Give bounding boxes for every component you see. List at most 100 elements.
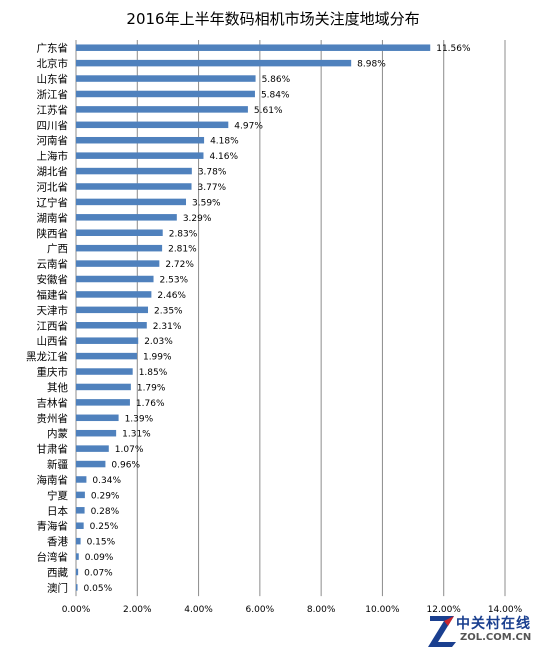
bar — [76, 291, 152, 298]
bar — [76, 522, 84, 529]
bar — [76, 275, 154, 283]
data-label: 2.46% — [157, 291, 186, 301]
bar — [76, 399, 130, 406]
bar — [76, 537, 81, 545]
bar — [76, 445, 109, 452]
data-label: 0.25% — [90, 522, 119, 532]
bar — [76, 383, 131, 391]
category-label: 澳门 — [47, 581, 68, 594]
bar — [76, 337, 139, 344]
data-labels: 11.56% 8.98% 5.86% 5.84% 5.61% 4.97% 4.18% 4.16… — [84, 44, 471, 594]
bar — [76, 59, 352, 67]
data-label: 1.79% — [137, 383, 166, 393]
data-label: 1.85% — [139, 368, 168, 378]
category-label: 陕西省 — [37, 227, 69, 240]
category-label: 西藏 — [47, 567, 68, 579]
category-label: 北京市 — [37, 57, 69, 70]
bar-series — [76, 44, 431, 591]
category-label: 湖北省 — [37, 165, 69, 178]
bar — [76, 152, 204, 159]
x-tick-label: 6.00% — [246, 605, 275, 615]
data-label: 5.61% — [254, 106, 283, 116]
data-label: 2.81% — [168, 245, 197, 255]
bar — [76, 584, 78, 591]
data-label: 1.99% — [143, 353, 172, 363]
category-label: 海南省 — [37, 473, 69, 486]
category-label: 吉林省 — [37, 396, 69, 409]
x-tick-label: 10.00% — [365, 605, 400, 615]
category-label: 贵州省 — [37, 412, 69, 425]
data-label: 2.35% — [154, 306, 183, 316]
data-label: 0.15% — [87, 538, 116, 548]
category-label: 江苏省 — [37, 103, 69, 116]
category-label: 内蒙 — [47, 427, 68, 440]
data-label: 4.16% — [209, 152, 238, 162]
x-tick-label: 2.00% — [123, 605, 152, 615]
bar — [76, 368, 133, 375]
data-label: 3.59% — [192, 198, 221, 208]
category-label: 湖南省 — [37, 211, 69, 224]
bar — [76, 167, 192, 175]
data-label: 0.96% — [111, 461, 140, 471]
category-label: 广西 — [47, 243, 68, 255]
x-tick-label: 14.00% — [488, 605, 523, 615]
watermark-cn: 中关村在线 — [456, 616, 531, 632]
bar — [76, 414, 119, 422]
watermark-en: ZOL.COM.CN — [460, 632, 532, 643]
x-tick-label: 0.00% — [62, 605, 91, 615]
bar — [76, 568, 79, 576]
bar — [76, 507, 85, 514]
bar — [76, 214, 177, 221]
data-label: 0.28% — [91, 507, 120, 517]
grid-lines — [75, 40, 506, 597]
category-label: 江西省 — [37, 319, 69, 332]
data-label: 0.29% — [91, 491, 120, 501]
chart-title: 2016年上半年数码相机市场关注度地域分布 — [126, 10, 419, 28]
category-label: 新疆 — [47, 458, 68, 471]
category-label: 广东省 — [37, 42, 69, 55]
data-label: 1.31% — [122, 430, 151, 440]
data-label: 1.76% — [136, 399, 165, 409]
category-label: 青海省 — [37, 520, 69, 533]
category-label: 河南省 — [37, 134, 69, 147]
category-labels: 广东省北京市山东省浙江省江苏省四川省河南省上海市湖北省河北省辽宁省湖南省陕西省广… — [26, 42, 68, 595]
data-label: 0.09% — [85, 553, 114, 563]
category-label: 山东省 — [37, 73, 69, 86]
bar — [76, 491, 85, 499]
data-label: 2.53% — [160, 276, 189, 286]
data-label: 2.03% — [144, 337, 173, 347]
x-tick-label: 4.00% — [184, 605, 213, 615]
category-label: 天津市 — [37, 304, 69, 317]
data-label: 2.83% — [169, 229, 198, 239]
bar — [76, 121, 229, 129]
bar — [76, 75, 256, 82]
category-label: 山西省 — [37, 335, 69, 348]
category-label: 台湾省 — [37, 551, 69, 564]
data-label: 11.56% — [436, 44, 471, 54]
bar — [76, 553, 79, 560]
bar — [76, 429, 117, 437]
data-label: 1.39% — [125, 414, 154, 424]
data-label: 3.29% — [183, 214, 212, 224]
category-label: 上海市 — [37, 150, 69, 163]
category-label: 福建省 — [37, 288, 69, 301]
category-label: 甘肃省 — [37, 443, 69, 456]
category-label: 辽宁省 — [37, 196, 69, 209]
category-label: 宁夏 — [47, 489, 68, 502]
bar — [76, 90, 255, 98]
zol-watermark: 中关村在线 ZOL.COM.CN — [428, 612, 546, 650]
category-label: 四川省 — [37, 119, 69, 132]
data-label: 5.86% — [262, 75, 291, 85]
category-label: 重庆市 — [37, 366, 69, 379]
bar — [76, 44, 431, 51]
category-label: 安徽省 — [37, 273, 69, 286]
bar — [76, 229, 163, 236]
zol-logo-icon — [428, 616, 456, 647]
category-label: 黑龙江省 — [26, 350, 68, 363]
bar — [76, 322, 147, 329]
bar — [76, 260, 160, 267]
data-label: 4.18% — [210, 137, 239, 147]
bar — [76, 183, 192, 190]
bar — [76, 198, 187, 206]
